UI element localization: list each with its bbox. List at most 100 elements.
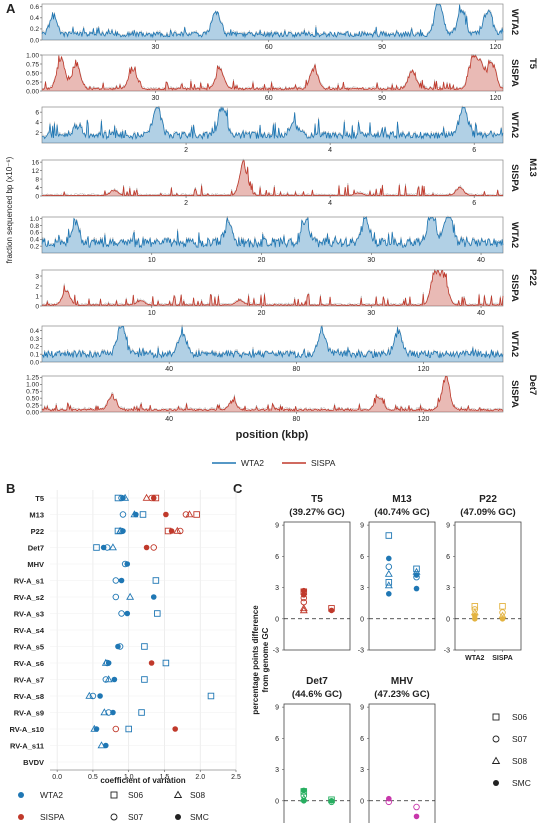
marker-smc <box>386 795 392 802</box>
y-tick-label: 0.2 <box>30 26 39 33</box>
y-tick-label: 0.75 <box>26 61 39 68</box>
category-label: RV-A_s11 <box>10 741 44 750</box>
coverage-track-m13-wta2: 2 4 6 2 4 6 WTA2 M13 <box>35 105 538 177</box>
category-label: T5 <box>35 494 44 503</box>
coverage-line <box>42 160 504 197</box>
y-tick-label: 0.25 <box>26 402 39 409</box>
category-label: RV-A_s1 <box>14 576 44 585</box>
x-axis-title: coefficient of variation <box>100 776 185 785</box>
marker-s07 <box>385 563 393 570</box>
y-tick-label: 1.0 <box>30 216 39 223</box>
marker-smc <box>143 544 150 551</box>
track-frame <box>41 269 504 307</box>
coverage-area <box>42 4 503 40</box>
x-tick-label: 10 <box>148 310 156 317</box>
x-tick-label: 6 <box>472 147 476 154</box>
x-tick-label: 40 <box>477 257 485 264</box>
marker-smc <box>413 585 420 592</box>
y-tick-label: 0.4 <box>30 328 39 335</box>
x-tick-label: 1.0 <box>124 774 134 781</box>
marker-s07 <box>499 609 506 616</box>
marker-s08 <box>173 790 183 798</box>
marker-s07 <box>413 573 420 581</box>
phage-strip-label: Det7 <box>527 375 538 396</box>
marker-s07 <box>119 511 127 518</box>
marker-smc <box>386 555 392 562</box>
x-tick-label: 30 <box>367 257 375 264</box>
y-tick-label: 9 <box>360 705 364 712</box>
gc-facet-m13: M13 (40.74% GC) -3 0 3 6 9 <box>358 494 436 655</box>
legend-marker-sispa <box>18 814 24 820</box>
x-tick-label: 80 <box>292 366 300 373</box>
facet-title: P22 <box>479 494 497 505</box>
x-tick-label: 30 <box>151 44 159 51</box>
y-tick-label: 0.3 <box>30 336 39 343</box>
facet-title: Det7 <box>306 676 328 687</box>
marker-smc <box>328 607 335 614</box>
legend-label-smc: SMC <box>190 812 209 822</box>
marker-smc <box>124 561 131 567</box>
method-strip-label: SISPA <box>509 274 520 302</box>
category-label: RV-A_s3 <box>14 609 44 618</box>
coverage-area <box>42 55 503 91</box>
marker-s07 <box>471 606 479 613</box>
phage-strip-label: P22 <box>527 269 538 286</box>
marker-s06 <box>207 692 215 700</box>
x-tick-label: 60 <box>265 44 273 51</box>
marker-s06 <box>492 713 500 721</box>
coverage-area <box>42 160 503 196</box>
marker-smc <box>150 594 157 600</box>
method-strip-label: WTA2 <box>509 112 520 138</box>
category-label: RV-A_s8 <box>14 692 44 701</box>
panel-b-plot: 0.0 0.5 1.0 1.5 2.0 2.5 T5 M13 P22 Det7 MHV RV-A_s1… <box>10 490 241 781</box>
legend-label-s06: S06 <box>128 790 143 800</box>
marker-smc <box>493 780 499 786</box>
y-tick-label: 0.50 <box>26 395 39 402</box>
category-label: RV-A_s10 <box>10 725 44 734</box>
category-label: RV-A_s2 <box>14 593 44 602</box>
y-tick-label: 0 <box>360 616 364 623</box>
marker-s06 <box>110 791 118 799</box>
y-tick-label: -3 <box>358 648 364 655</box>
marker-s08 <box>384 569 393 577</box>
y-tick-label: 0.0 <box>30 359 39 366</box>
x-tick-label: 80 <box>292 416 300 423</box>
method-strip-label: SISPA <box>509 164 520 192</box>
y-tick-label: 2 <box>35 283 39 290</box>
x-tick-label: 30 <box>151 95 159 102</box>
marker-smc <box>472 615 478 622</box>
marker-s08 <box>185 510 194 518</box>
legend-label-sispa: SISPA <box>40 812 65 822</box>
y-tick-label: 3 <box>360 767 364 774</box>
y-tick-label: 0.6 <box>30 4 39 11</box>
marker-smc <box>105 660 112 666</box>
facet-subtitle: (47.09% GC) <box>460 507 515 518</box>
facet-title: T5 <box>311 494 323 505</box>
marker-s07 <box>182 511 190 518</box>
coverage-replicate-line <box>41 53 504 91</box>
y-tick-label: 4 <box>35 120 39 127</box>
marker-s08 <box>85 691 94 699</box>
marker-smc <box>100 544 107 551</box>
facet-title: MHV <box>391 676 414 687</box>
category-label: M13 <box>29 510 44 519</box>
y-tick-label: 6 <box>360 554 364 561</box>
y-tick-label: 0.00 <box>26 88 39 95</box>
marker-smc <box>413 813 420 820</box>
marker-s06 <box>139 511 147 518</box>
y-tick-label: 3 <box>360 585 364 592</box>
marker-smc <box>386 591 392 597</box>
coverage-area <box>42 217 503 253</box>
marker-s06 <box>141 643 148 650</box>
marker-s06 <box>138 709 145 716</box>
y-tick-label: 9 <box>360 523 364 530</box>
coverage-replicate-line <box>41 158 504 197</box>
y-axis-title-line1: percentage points difference <box>251 605 260 715</box>
coverage-line <box>41 106 504 140</box>
marker-s06 <box>154 610 161 617</box>
legend-label-s08: S08 <box>512 756 527 766</box>
legend-label-s07: S07 <box>512 734 527 744</box>
marker-s07 <box>492 735 500 743</box>
track-frame <box>41 159 504 197</box>
